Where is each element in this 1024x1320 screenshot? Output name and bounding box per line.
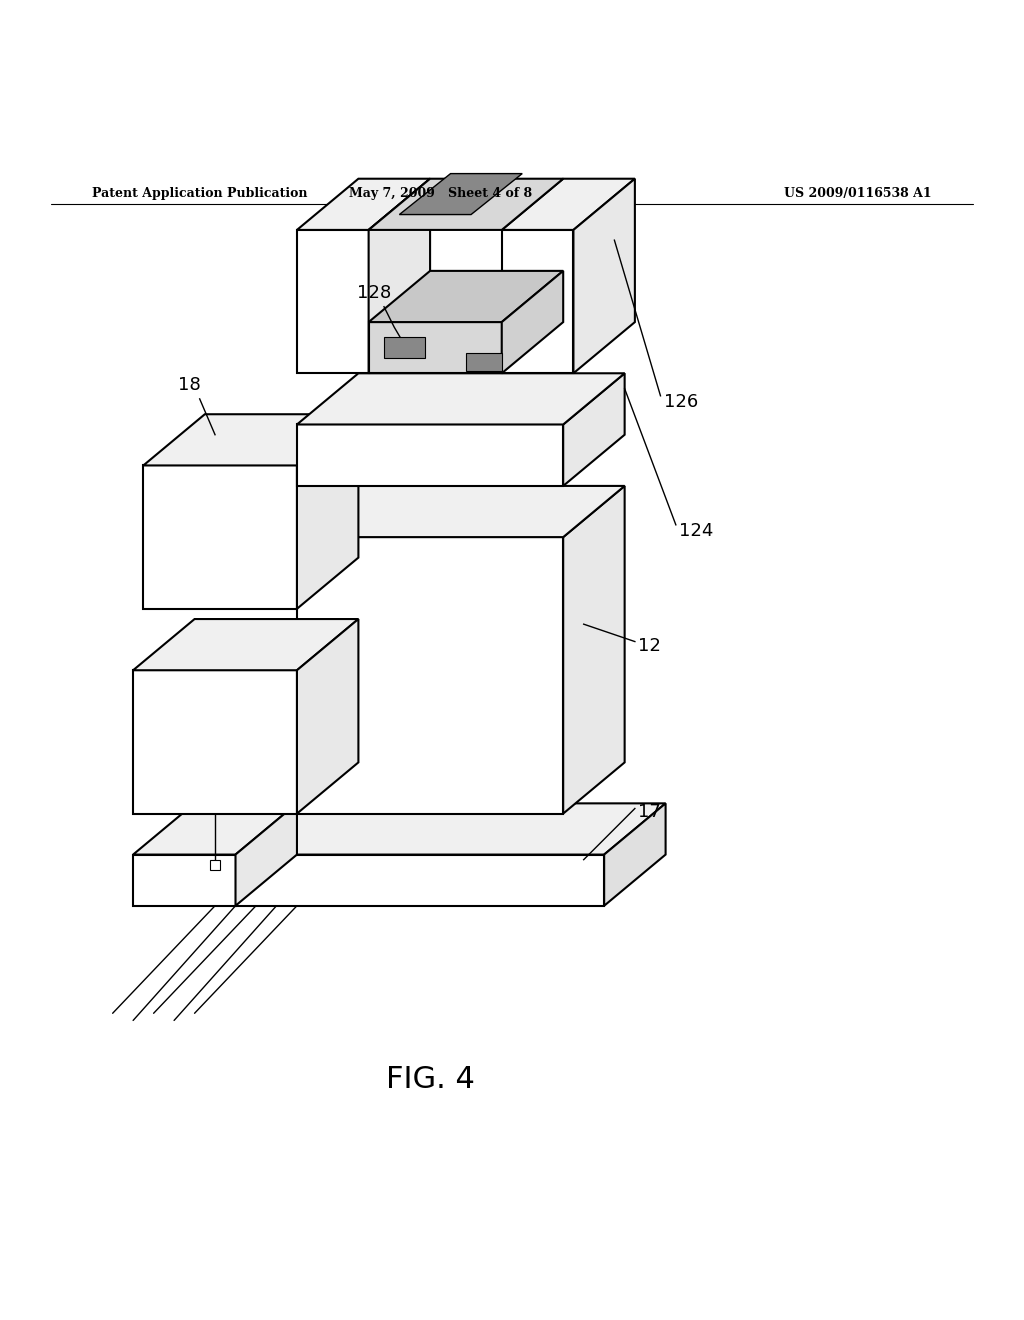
Polygon shape	[133, 804, 297, 854]
Polygon shape	[297, 414, 358, 609]
Polygon shape	[143, 466, 297, 609]
Text: FIG. 4: FIG. 4	[386, 1065, 474, 1094]
Polygon shape	[369, 322, 502, 374]
Polygon shape	[399, 174, 522, 215]
Polygon shape	[297, 619, 358, 813]
Polygon shape	[573, 178, 635, 374]
Text: 128: 128	[356, 284, 391, 301]
Text: May 7, 2009   Sheet 4 of 8: May 7, 2009 Sheet 4 of 8	[349, 187, 531, 199]
Text: 17: 17	[638, 803, 660, 821]
Polygon shape	[502, 178, 635, 230]
Polygon shape	[133, 619, 358, 671]
Polygon shape	[297, 374, 625, 425]
Polygon shape	[297, 425, 563, 486]
Polygon shape	[563, 374, 625, 486]
Polygon shape	[502, 271, 563, 374]
Polygon shape	[466, 352, 502, 371]
Text: 12: 12	[638, 636, 660, 655]
Polygon shape	[236, 854, 604, 906]
Polygon shape	[236, 804, 297, 906]
Polygon shape	[297, 230, 369, 374]
Polygon shape	[563, 486, 625, 813]
Text: 18: 18	[178, 376, 201, 393]
Text: 126: 126	[664, 393, 697, 411]
Polygon shape	[502, 230, 573, 374]
Polygon shape	[133, 671, 297, 813]
Polygon shape	[369, 271, 563, 322]
Polygon shape	[133, 854, 236, 906]
Text: 124: 124	[679, 521, 714, 540]
Polygon shape	[604, 804, 666, 906]
Text: Patent Application Publication: Patent Application Publication	[92, 187, 307, 199]
Polygon shape	[297, 537, 563, 813]
Polygon shape	[384, 338, 425, 358]
Polygon shape	[297, 178, 430, 230]
Polygon shape	[369, 178, 563, 230]
Polygon shape	[143, 414, 358, 466]
Polygon shape	[369, 178, 430, 374]
Text: US 2009/0116538 A1: US 2009/0116538 A1	[784, 187, 932, 199]
Polygon shape	[236, 804, 666, 854]
Polygon shape	[297, 486, 625, 537]
Polygon shape	[210, 859, 220, 870]
